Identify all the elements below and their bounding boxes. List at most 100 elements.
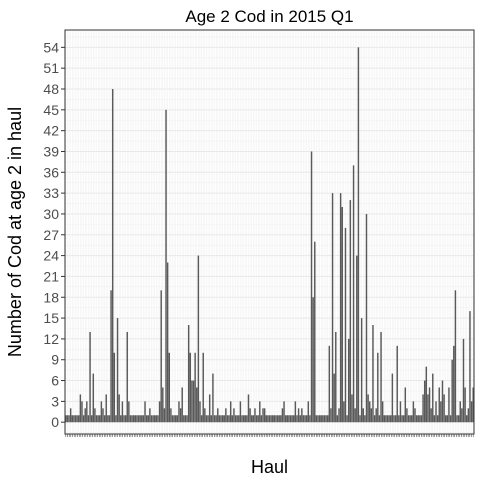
y-tick-label: 54 (43, 39, 59, 55)
bar (444, 415, 447, 423)
bar (250, 415, 253, 423)
bar (356, 255, 358, 423)
bar (139, 415, 141, 423)
bar (270, 415, 272, 423)
y-tick-label: 18 (43, 289, 59, 305)
y-axis-title: Number of Cod at age 2 in haul (5, 107, 25, 357)
bar (391, 373, 394, 423)
bar (317, 415, 319, 423)
bar (105, 394, 107, 423)
bar (257, 415, 259, 423)
bar (187, 325, 190, 423)
bar (451, 359, 453, 423)
bar (305, 415, 308, 423)
bar (204, 408, 206, 423)
bar (352, 165, 355, 423)
y-tick-label: 45 (43, 102, 59, 118)
bar (293, 415, 295, 423)
bar (175, 415, 177, 423)
bar (233, 408, 235, 423)
bar (438, 387, 440, 423)
bar (168, 352, 170, 423)
bar (99, 415, 101, 423)
bar (294, 401, 297, 423)
y-tick-label: 9 (51, 352, 59, 368)
bar (383, 415, 386, 423)
bar (152, 415, 154, 423)
bar (328, 345, 331, 423)
bar (65, 415, 67, 423)
bar (238, 415, 240, 423)
bar (221, 415, 224, 423)
bar (297, 408, 300, 423)
bar (278, 415, 280, 423)
bar (123, 415, 125, 423)
bar (241, 415, 243, 423)
bar (378, 415, 381, 423)
bar (286, 415, 289, 423)
bar (390, 415, 392, 423)
bar (320, 415, 322, 423)
bar (259, 401, 261, 423)
bar (249, 408, 251, 423)
bar (87, 415, 90, 423)
bar (147, 415, 149, 423)
bar (367, 394, 369, 423)
y-tick-label: 24 (43, 248, 59, 264)
bar (362, 408, 364, 423)
bar (86, 401, 88, 423)
bar (280, 415, 282, 423)
bar (388, 415, 390, 423)
bar (419, 415, 421, 423)
bar (446, 415, 449, 423)
bar (428, 387, 431, 423)
bar (228, 415, 230, 423)
bar (144, 401, 146, 423)
bar (82, 415, 85, 423)
bar (145, 415, 148, 423)
bar (157, 415, 159, 423)
bar (335, 331, 337, 423)
bar (100, 401, 103, 423)
bar (254, 408, 256, 423)
bar (210, 415, 213, 423)
bar (454, 290, 457, 423)
bar (347, 338, 350, 423)
bar (102, 408, 104, 423)
bar (141, 415, 143, 423)
bar (433, 415, 436, 423)
bar (252, 415, 255, 423)
bar (166, 262, 169, 423)
bar (244, 415, 246, 423)
bar (242, 415, 245, 423)
bar (213, 415, 216, 423)
bar (289, 415, 292, 423)
bar (160, 290, 162, 423)
bar (149, 408, 151, 423)
bar (338, 408, 340, 423)
bar (364, 415, 366, 423)
bar (407, 415, 410, 423)
bar (223, 415, 225, 423)
bar (78, 415, 80, 423)
y-tick-label: 33 (43, 185, 59, 201)
bar (441, 380, 444, 423)
bar (435, 401, 437, 423)
bar (136, 415, 138, 423)
bar (186, 415, 188, 423)
y-tick-label: 12 (43, 331, 59, 347)
y-tick-label: 0 (51, 414, 59, 430)
bar (94, 408, 96, 423)
bar (339, 193, 342, 423)
bar (267, 415, 269, 423)
bar (398, 415, 400, 423)
bar (108, 415, 111, 423)
bar (393, 415, 395, 423)
bar (121, 401, 124, 423)
bar (69, 408, 72, 423)
bar (205, 415, 208, 423)
bar (218, 415, 221, 423)
bar (448, 387, 450, 423)
